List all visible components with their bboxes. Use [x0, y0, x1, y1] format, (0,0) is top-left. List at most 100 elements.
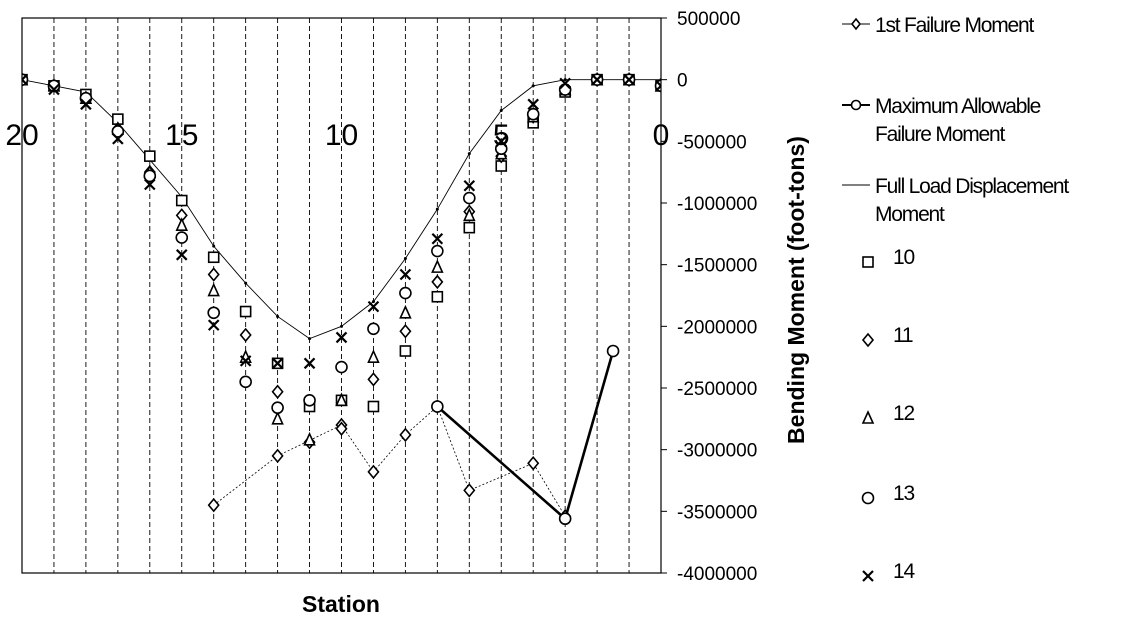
legend-item-13: 13 [861, 482, 916, 505]
y-tick-label: -1000000 [677, 194, 757, 215]
data-point [80, 98, 92, 111]
data-point [431, 274, 444, 290]
legend-swatch-marker [850, 99, 862, 111]
legend-label: 13 [893, 482, 914, 505]
data-point [212, 244, 216, 248]
data-point [367, 400, 380, 413]
data-point [207, 306, 220, 320]
x-axis-title: Station [302, 591, 380, 617]
data-point [527, 98, 539, 111]
data-point [399, 268, 412, 281]
data-point [144, 178, 156, 191]
data-point [531, 84, 535, 88]
data-point [48, 83, 60, 96]
data-point [335, 392, 348, 407]
data-point [463, 483, 476, 498]
x-tick-label: 5 [493, 119, 510, 152]
data-point [47, 79, 61, 93]
data-point [244, 281, 248, 285]
data-point [271, 401, 284, 415]
data-point [308, 337, 312, 341]
y-axis-title: Bending Moment (foot-tons) [783, 136, 809, 444]
data-point [463, 179, 476, 192]
legend-label: 12 [893, 402, 914, 425]
legend-item-11: 11 [861, 324, 914, 348]
data-point [271, 357, 284, 370]
series-line [213, 405, 566, 517]
data-point [143, 169, 157, 183]
y-tick-label: -500000 [677, 132, 747, 153]
legend: 1st Failure Moment Maximum Allowable Failu… [842, 14, 1071, 583]
data-point [399, 324, 412, 339]
x-tick-label: 15 [165, 119, 198, 152]
data-point [431, 290, 444, 303]
series-14 [22, 73, 661, 370]
y-tick-label: 0 [677, 71, 688, 92]
series-1st-failure-moment [207, 399, 572, 524]
data-point [207, 251, 220, 264]
data-point [239, 375, 252, 389]
legend-item-maximum-allowable-failure-moment: Maximum Allowable Failure Moment [842, 95, 1042, 146]
data-point [435, 207, 439, 211]
data-point [559, 77, 571, 90]
legend-item-10: 10 [862, 246, 916, 269]
x-tick-label: 20 [5, 119, 38, 152]
data-point [367, 300, 380, 313]
data-point [558, 512, 572, 526]
data-point [276, 314, 280, 318]
data-point [431, 400, 444, 413]
data-point [112, 133, 124, 145]
data-point [175, 217, 188, 231]
legend-label: Failure Moment [875, 123, 1005, 146]
data-point [239, 327, 252, 343]
data-point [399, 304, 412, 319]
legend-label: 11 [893, 324, 913, 347]
data-point [526, 107, 540, 121]
data-point [431, 259, 444, 273]
data-point [606, 344, 620, 358]
data-point [303, 357, 316, 370]
data-point [467, 152, 471, 156]
data-point [563, 78, 567, 82]
x-tick-label: 0 [653, 119, 670, 152]
data-point [371, 300, 375, 304]
data-point [340, 324, 343, 328]
data-point [399, 345, 412, 357]
plot-frame [21, 17, 662, 574]
legend-item-1st-failure-moment: 1st Failure Moment [842, 14, 1036, 37]
data-point [431, 232, 444, 245]
data-point [591, 73, 603, 86]
data-point [239, 305, 252, 318]
legend-item-12: 12 [861, 402, 916, 425]
data-point [367, 322, 380, 336]
data-point [175, 194, 188, 207]
legend-swatch-marker [862, 256, 874, 268]
legend-label: Moment [875, 203, 945, 226]
data-point [271, 448, 284, 464]
data-point [367, 372, 380, 387]
y-tick-label: -4000000 [677, 564, 757, 585]
legend-label: 1st Failure Moment [875, 14, 1034, 37]
data-point [495, 135, 508, 148]
series-13 [22, 73, 661, 415]
data-point [499, 109, 503, 112]
data-point [527, 455, 540, 471]
grid [21, 18, 662, 573]
data-point [399, 427, 412, 443]
series-layer [22, 71, 661, 526]
data-point [207, 319, 220, 331]
legend-item-14: 14 [862, 560, 917, 583]
x-tick-label: 10 [325, 119, 358, 152]
data-point [623, 73, 635, 86]
y-tick-label: -3500000 [677, 502, 757, 523]
data-point [403, 257, 407, 260]
legend-label: Full Load Displacement [875, 175, 1069, 198]
data-point [335, 331, 348, 344]
legend-swatch-marker [861, 332, 875, 348]
data-point [335, 360, 348, 374]
data-point [207, 282, 220, 297]
legend-swatch-marker [861, 410, 875, 424]
data-point [367, 349, 380, 363]
legend-swatch-marker [850, 17, 862, 31]
